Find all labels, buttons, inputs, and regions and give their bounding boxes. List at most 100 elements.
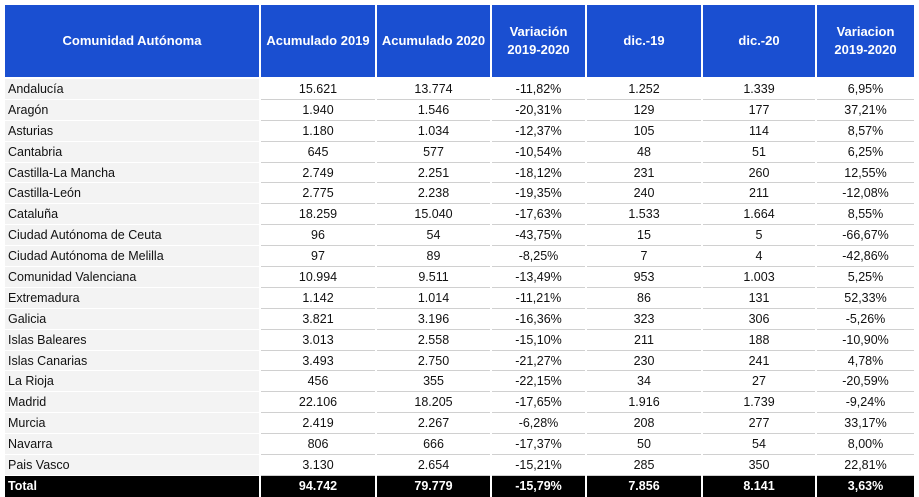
region-name: La Rioja [5,371,259,393]
total-row: Total 94.742 79.779 -15,79% 7.856 8.141 3,63% [5,475,914,497]
total-cell: 94.742 [261,475,375,497]
table-cell: 6,25% [817,142,914,163]
table-cell: -8,25% [492,246,585,268]
region-name: Madrid [5,392,259,414]
table-row: Pais Vasco 3.130 2.654 -15,21% 285 350 22,81% [5,455,914,476]
table-cell: 208 [587,413,701,435]
table-cell: -18,12% [492,163,585,184]
table-cell: 1.664 [703,204,815,226]
table-cell: 2.238 [377,183,490,205]
data-table: Comunidad Autónoma Acumulado 2019 Acumulad… [3,5,916,497]
table-cell: 285 [587,455,701,476]
table-row: Cataluña 18.259 15.040 -17,63% 1.533 1.664 8,5… [5,204,914,226]
table-cell: 666 [377,434,490,456]
table-cell: 1.940 [261,100,375,121]
table-cell: 37,21% [817,100,914,121]
table-cell: 114 [703,121,815,142]
total-cell: 7.856 [587,475,701,497]
table-cell: 211 [587,330,701,351]
region-name: Comunidad Valenciana [5,267,259,288]
table-cell: -20,31% [492,100,585,121]
table-row: Navarra 806 666 -17,37% 50 54 8,00% [5,434,914,456]
region-name: Castilla-La Mancha [5,162,259,184]
table-cell: 231 [587,163,701,184]
region-name: Extremadura [5,287,259,309]
table-cell: 13.774 [377,79,490,100]
column-header: Variacion 2019-2020 [817,5,914,79]
table-cell: 177 [703,100,815,121]
total-cell: -15,79% [492,475,585,497]
table-row: Islas Baleares 3.013 2.558 -15,10% 211 188 -10… [5,329,914,351]
table-cell: 131 [703,288,815,309]
table-cell: -17,65% [492,392,585,414]
table-cell: 1.339 [703,79,815,100]
table-cell: 645 [261,142,375,163]
table-cell: 52,33% [817,288,914,309]
table-cell: -19,35% [492,183,585,205]
table-cell: 89 [377,246,490,268]
table-cell: 3.013 [261,330,375,351]
table-row: Cantabria 645 577 -10,54% 48 51 6,25% [5,141,914,163]
table-cell: 5,25% [817,267,914,288]
table-cell: -43,75% [492,225,585,247]
table-cell: 18.205 [377,392,490,414]
table-cell: 1.014 [377,288,490,309]
table-cell: -66,67% [817,225,914,247]
table-cell: 1.142 [261,288,375,309]
table-cell: 3.821 [261,309,375,330]
table-cell: -11,82% [492,79,585,100]
region-name: Ciudad Autónoma de Melilla [5,246,259,268]
table-cell: -10,90% [817,330,914,351]
table-cell: 2.251 [377,163,490,184]
table-cell: 1.180 [261,121,375,142]
column-header: Acumulado 2019 [261,5,375,79]
table-cell: 306 [703,309,815,330]
table-cell: 260 [703,163,815,184]
table-row: Ciudad Autónoma de Melilla 97 89 -8,25% 7 4 -4… [5,246,914,268]
table-cell: 1.034 [377,121,490,142]
table-cell: 4,78% [817,351,914,372]
table-cell: 54 [377,225,490,247]
table-cell: 51 [703,142,815,163]
table-cell: 241 [703,351,815,372]
total-cell: 3,63% [817,475,914,497]
table-cell: 2.750 [377,351,490,372]
table-cell: 577 [377,142,490,163]
table-cell: 806 [261,434,375,456]
table-row: Asturias 1.180 1.034 -12,37% 105 114 8,57% [5,120,914,142]
table-cell: 96 [261,225,375,247]
region-name: Castilla-León [5,183,259,205]
table-cell: 2.749 [261,163,375,184]
table-cell: 1.252 [587,79,701,100]
region-name: Ciudad Autónoma de Ceuta [5,225,259,247]
table-row: Extremadura 1.142 1.014 -11,21% 86 131 52,33% [5,287,914,309]
region-name: Aragón [5,99,259,121]
table-cell: 350 [703,455,815,476]
total-label: Total [5,475,259,497]
table-cell: -12,08% [817,183,914,205]
header-row: Comunidad Autónoma Acumulado 2019 Acumulad… [5,5,914,79]
table-cell: 953 [587,267,701,288]
table-cell: 2.419 [261,413,375,435]
table-cell: 6,95% [817,79,914,100]
table-cell: 5 [703,225,815,247]
table-cell: 2.558 [377,330,490,351]
total-cell: 8.141 [703,475,815,497]
region-name: Galicia [5,308,259,330]
table-cell: 8,57% [817,121,914,142]
table-cell: 3.130 [261,455,375,476]
table-cell: -17,63% [492,204,585,226]
region-name: Pais Vasco [5,455,259,476]
table-cell: -17,37% [492,434,585,456]
region-name: Andalucía [5,79,259,100]
column-header: Comunidad Autónoma [5,5,259,79]
table-cell: 1.739 [703,392,815,414]
table-row: Ciudad Autónoma de Ceuta 96 54 -43,75% 15 5 -6… [5,225,914,247]
table-cell: 3.493 [261,351,375,372]
table-row: Andalucía 15.621 13.774 -11,82% 1.252 1.339 6,… [5,79,914,100]
column-header: dic.-20 [703,5,815,79]
table-cell: 54 [703,434,815,456]
table-cell: 3.196 [377,309,490,330]
table-cell: 230 [587,351,701,372]
table-cell: 1.916 [587,392,701,414]
